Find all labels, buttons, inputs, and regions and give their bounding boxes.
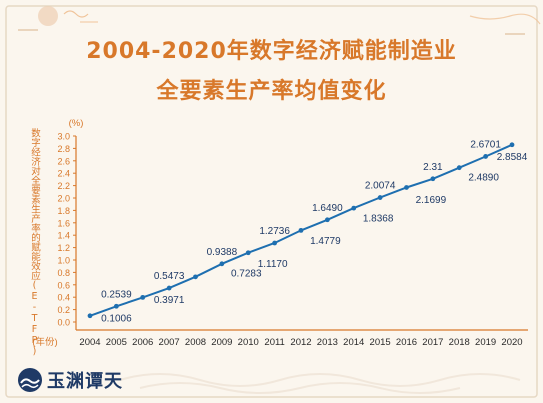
data-label: 1.8368 [363,214,394,225]
data-label: 1.2736 [259,226,290,237]
y-tick-label: 2.2 [57,181,70,191]
x-tick-label: 2017 [422,337,443,348]
y-tick-label: 2.4 [57,169,70,179]
data-point [245,250,251,256]
data-point [324,217,330,223]
x-tick-label: 2015 [370,337,391,348]
data-point [483,154,489,159]
chart-title-line2: 全要素生产率均值变化 [156,79,387,104]
y-tick-label: 0.6 [57,280,70,290]
x-tick-label: 2011 [264,337,284,348]
x-tick-label: 2008 [185,337,206,348]
data-point [219,261,225,267]
data-label: 0.3971 [154,295,185,306]
x-tick-label: 2016 [396,337,417,348]
data-point [272,240,278,246]
data-point [87,313,93,319]
y-tick-label: 0.4 [57,293,70,303]
data-label: 1.6490 [312,203,343,214]
brand-logo: 玉渊谭天 [17,367,123,393]
x-unit-label: (年份) [32,336,57,348]
data-point [404,185,409,190]
y-tick-label: 1.4 [57,231,70,241]
data-label: 2.31 [423,162,443,173]
y-tick-label: 1.0 [57,256,70,266]
data-label: 0.5473 [154,271,185,282]
y-unit-label: (%) [69,118,84,129]
x-tick-label: 2014 [343,337,364,348]
x-tick-label: 2007 [159,337,180,348]
x-tick-label: 2012 [290,337,311,348]
data-point [430,176,436,182]
y-axis-label: 数字经济对全要素生产率的赋能效应(E-TFP) [29,128,40,357]
data-label: 0.7283 [231,269,262,280]
y-tick-label: 2.6 [57,156,70,166]
data-label: 2.0074 [365,181,396,192]
y-tick-label: 0.2 [57,305,70,315]
x-tick-label: 2005 [106,337,127,348]
x-tick-label: 2004 [79,337,100,348]
data-label: 0.1006 [101,313,132,324]
wave-logo-icon [18,368,42,392]
x-tick-label: 2010 [238,337,259,348]
data-label: 2.8584 [497,152,528,163]
data-point [298,227,304,233]
data-label: 2.4890 [468,172,499,183]
x-tick-label: 2019 [475,337,496,348]
x-tick-label: 2020 [501,337,522,348]
y-tick-label: 1.2 [57,243,70,253]
data-label: 1.1170 [258,259,288,270]
chart-title-line1: 2004-2020年数字经济赋能制造业 [86,39,457,64]
x-tick-label: 2018 [449,337,470,348]
data-point [166,285,172,291]
y-tick-label: 1.8 [57,206,70,216]
data-point [351,205,357,211]
x-tick-label: 2006 [132,337,153,348]
data-point [140,294,146,300]
data-label: 0.9388 [207,247,238,258]
data-label: 2.1699 [416,195,447,206]
y-tick-label: 1.6 [57,218,70,228]
brand-name: 玉渊谭天 [47,371,123,392]
data-point [377,195,383,200]
y-tick-label: 0.8 [57,268,70,278]
data-label: 2.6701 [470,139,501,150]
y-tick-label: 0.0 [57,318,70,328]
x-tick-label: 2013 [317,337,338,348]
data-label: 1.4779 [310,236,341,247]
data-point [456,165,462,171]
x-tick-label: 2009 [211,337,232,348]
y-tick-label: 2.8 [57,144,70,154]
data-point [509,142,515,148]
y-tick-label: 3.0 [57,132,70,142]
data-point [113,303,119,309]
y-tick-label: 2.0 [57,194,70,204]
data-point [193,274,198,280]
data-label: 0.2539 [101,289,132,300]
